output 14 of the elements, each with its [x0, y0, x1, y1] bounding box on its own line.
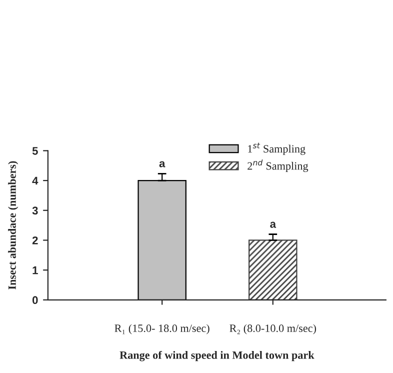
legend-label: 1$^{st}$ Sampling [248, 142, 306, 155]
x-tick-label: R₂ (8.0-10.0 m/sec) [230, 324, 316, 334]
y-axis-title: Insect abundace (numbers) [8, 161, 18, 290]
y-tick-label: 2 [32, 236, 38, 244]
x-tick-label: R₁ (15.0- 18.0 m/sec) [114, 324, 210, 334]
annotation: a [159, 161, 166, 168]
annotation: a [270, 222, 276, 228]
x-axis-title: Range of wind speed in Model town park [120, 350, 314, 362]
y-tick-label: 4 [32, 176, 38, 185]
y-tick-label: 5 [32, 147, 38, 155]
y-tick-label: 1 [32, 266, 38, 274]
legend-label: 2$^{nd}$ Sampling [248, 159, 308, 172]
y-tick-label: 3 [32, 206, 38, 215]
y-tick-label: 0 [32, 296, 38, 304]
